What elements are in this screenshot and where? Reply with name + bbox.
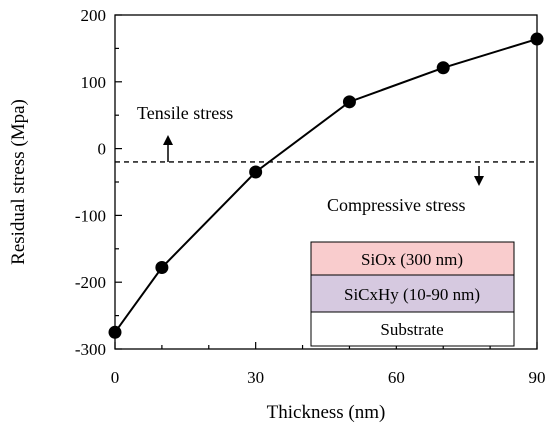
- y-axis-label: Residual stress (Mpa): [8, 99, 29, 265]
- series-points: [108, 32, 544, 339]
- y-tick-label: 0: [98, 140, 107, 159]
- data-point: [155, 261, 169, 275]
- data-point: [530, 32, 544, 46]
- layer-substrate: [310, 311, 515, 347]
- layer-stack-inset: SiOx (300 nm) SiCxHy (10-90 nm) Substrat…: [310, 241, 515, 347]
- data-point: [436, 61, 450, 75]
- data-point: [108, 325, 122, 339]
- x-tick-label: 60: [388, 368, 405, 387]
- y-tick-label: -100: [75, 206, 106, 225]
- layer-substrate-label: Substrate: [380, 320, 443, 339]
- axis-ticks: [114, 14, 538, 350]
- compressive-arrow: [474, 166, 484, 186]
- tensile-stress-label: Tensile stress: [137, 103, 233, 123]
- data-point: [249, 165, 263, 179]
- series-line: [114, 38, 538, 333]
- y-tick-label: 100: [81, 73, 107, 92]
- tensile-arrow: [163, 135, 173, 162]
- layer-siox-label: SiOx (300 nm): [361, 250, 463, 269]
- data-point: [342, 95, 356, 109]
- y-tick-label: -200: [75, 273, 106, 292]
- x-tick-label: 30: [247, 368, 264, 387]
- layer-siox: [310, 241, 515, 276]
- x-tick-label: 90: [529, 368, 546, 387]
- layer-sicxhy-label: SiCxHy (10-90 nm): [344, 285, 480, 304]
- x-axis-label: Thickness (nm): [267, 402, 386, 423]
- x-tick-labels: 0 30 60 90: [111, 368, 546, 387]
- x-tick-label: 0: [111, 368, 120, 387]
- y-tick-labels: -300 -200 -100 0 100 200: [75, 6, 106, 359]
- y-tick-label: -300: [75, 340, 106, 359]
- layer-sicxhy: [310, 274, 515, 313]
- y-tick-label: 200: [81, 6, 107, 25]
- compressive-stress-label: Compressive stress: [327, 195, 466, 215]
